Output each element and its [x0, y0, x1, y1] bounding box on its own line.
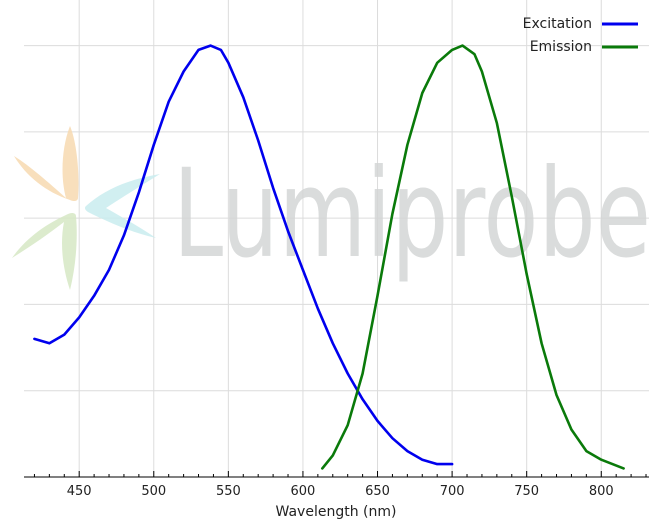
legend-label-emission: Emission — [530, 39, 592, 55]
x-tick-label: 550 — [216, 484, 241, 499]
lumiprobe-watermark: Lumiprobe — [12, 126, 651, 290]
x-tick-label: 650 — [365, 484, 390, 499]
logo-petal-green — [12, 212, 77, 290]
x-tick-label: 500 — [141, 484, 166, 499]
legend: Excitation Emission — [523, 16, 638, 55]
watermark-brand-text: Lumiprobe — [173, 143, 651, 285]
series-layer — [33, 44, 625, 470]
x-tick-label: 450 — [67, 484, 92, 499]
x-axis-label: Wavelength (nm) — [276, 504, 397, 520]
x-axis-ticks: 450 500 550 600 650 700 750 800 — [33, 471, 647, 499]
x-tick-label: 800 — [589, 484, 614, 499]
x-tick-label: 700 — [440, 484, 465, 499]
legend-label-excitation: Excitation — [523, 16, 592, 32]
grid-layer — [24, 0, 649, 477]
x-tick-label: 600 — [291, 484, 316, 499]
logo-petal-orange — [14, 126, 79, 202]
x-tick-label: 750 — [514, 484, 539, 499]
series-line-excitation — [33, 44, 454, 466]
logo-petal-blue — [84, 174, 160, 238]
series-line-emission — [321, 44, 625, 470]
lumiprobe-logo-icon — [12, 126, 160, 290]
